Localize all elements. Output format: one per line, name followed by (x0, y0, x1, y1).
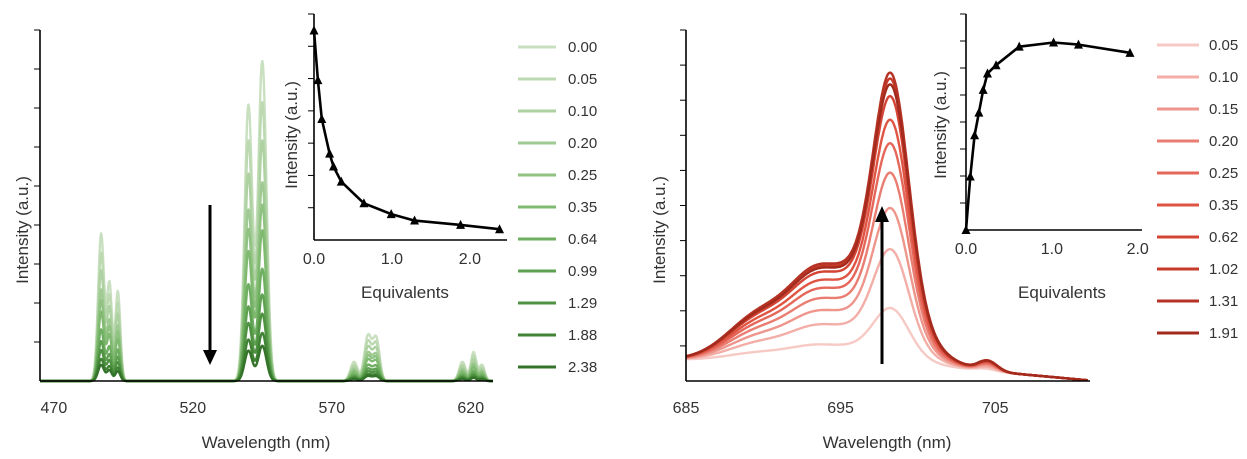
spectrum-line-0.20 (685, 171, 1088, 382)
spectrum-line-0.10 (685, 248, 1088, 382)
left-panel: 470 520 570 620 Wavelength (nm) Intensity (… (13, 13, 597, 452)
inset-marker (1049, 37, 1059, 47)
x-tick-label: 685 (673, 400, 700, 417)
right-legend: 0.05 0.10 0.15 0.20 0.25 0.35 0.62 1.02 1.31 1.91 (1157, 37, 1238, 342)
spectrum-line-1.31 (685, 71, 1088, 382)
inset-x-tick-label: 1.0 (1041, 241, 1063, 258)
x-tick-label: 620 (457, 400, 484, 417)
legend-label: 1.29 (568, 295, 597, 312)
x-tick-label: 705 (982, 400, 1009, 417)
spectrum-line-1.91 (685, 83, 1088, 382)
x-tick-label: 570 (318, 400, 345, 417)
x-tick-label: 520 (180, 400, 207, 417)
legend-label: 0.10 (568, 103, 597, 120)
left-inset-y-ticks (308, 13, 314, 209)
legend-label: 1.02 (1209, 261, 1238, 278)
left-y-axis-label: Intensity (a.u.) (13, 176, 32, 284)
inset-marker (359, 198, 369, 208)
legend-label: 0.20 (1209, 133, 1238, 150)
legend-label: 1.91 (1209, 325, 1238, 342)
legend-label: 0.64 (568, 231, 597, 248)
inset-marker (1014, 41, 1024, 51)
legend-label: 0.25 (568, 167, 597, 184)
inset-marker (974, 107, 984, 117)
inset-marker (970, 130, 980, 140)
legend-label: 0.00 (568, 39, 597, 56)
right-inset: 0.0 1.0 2.0 Equivalents Intensity (a.u.) (931, 13, 1149, 302)
inset-marker (495, 224, 505, 234)
legend-label: 0.05 (1209, 37, 1238, 54)
inset-x-tick-label: 2.0 (1127, 241, 1149, 258)
inset-marker (991, 60, 1001, 70)
up-arrow (875, 206, 889, 364)
legend-label: 0.35 (1209, 197, 1238, 214)
inset-x-tick-label: 0.0 (955, 241, 977, 258)
inset-marker (982, 68, 992, 78)
left-inset-series (309, 25, 505, 234)
down-arrow (203, 205, 217, 365)
inset-line (312, 30, 500, 231)
left-inset: 0.0 1.0 2.0 Equivalents Intensity (a.u.) (282, 13, 507, 302)
inset-marker (313, 75, 323, 85)
inset-marker (1073, 39, 1083, 49)
inset-marker (978, 84, 988, 94)
inset-marker (325, 148, 335, 158)
right-inset-y-axis-label: Intensity (a.u.) (931, 71, 950, 179)
legend-label: 1.88 (568, 327, 597, 344)
legend-label: 0.62 (1209, 229, 1238, 246)
inset-marker (386, 209, 396, 219)
x-tick-label: 470 (41, 400, 68, 417)
right-inset-x-axis-label: Equivalents (1018, 283, 1106, 302)
inset-marker (1125, 47, 1135, 57)
left-x-axis-label: Wavelength (nm) (202, 433, 331, 452)
left-inset-x-axis-label: Equivalents (361, 283, 449, 302)
legend-label: 0.20 (568, 135, 597, 152)
inset-marker (328, 161, 338, 171)
legend-label: 0.99 (568, 263, 597, 280)
inset-x-tick-label: 1.0 (381, 251, 403, 268)
legend-label: 0.15 (1209, 101, 1238, 118)
right-x-axis-label: Wavelength (nm) (823, 433, 952, 452)
legend-label: 0.25 (1209, 165, 1238, 182)
inset-marker (965, 171, 975, 181)
legend-label: 2.38 (568, 359, 597, 376)
legend-label: 0.05 (568, 71, 597, 88)
left-x-tick-labels: 470 520 570 620 (41, 400, 485, 417)
right-y-ticks (680, 29, 686, 347)
x-tick-label: 695 (827, 400, 854, 417)
right-x-tick-labels: 685 695 705 (673, 400, 1009, 417)
legend-label: 0.10 (1209, 69, 1238, 86)
inset-marker (336, 176, 346, 186)
legend-label: 0.35 (568, 199, 597, 216)
left-inset-x-tick-labels: 0.0 1.0 2.0 (303, 251, 481, 268)
inset-line (964, 41, 1131, 231)
inset-marker (309, 25, 319, 35)
right-panel: 685 695 705 Wavelength (nm) Intensity (a.u… (650, 13, 1238, 452)
right-inset-y-ticks (960, 13, 966, 204)
inset-x-tick-label: 0.0 (303, 251, 325, 268)
right-spectra (685, 71, 1088, 382)
inset-marker (961, 225, 971, 234)
inset-x-tick-label: 2.0 (459, 251, 481, 268)
inset-marker (410, 215, 420, 225)
right-inset-series (961, 37, 1135, 234)
inset-marker (456, 219, 466, 229)
legend-label: 1.31 (1209, 293, 1238, 310)
left-legend: 0.00 0.05 0.10 0.20 0.25 0.35 0.64 0.99 1.29 1.88… (518, 39, 597, 376)
left-y-ticks (34, 29, 40, 343)
inset-marker (317, 114, 327, 124)
right-inset-x-tick-labels: 0.0 1.0 2.0 (955, 241, 1149, 258)
right-y-axis-label: Intensity (a.u.) (650, 176, 669, 284)
left-inset-y-axis-label: Intensity (a.u.) (282, 81, 301, 189)
